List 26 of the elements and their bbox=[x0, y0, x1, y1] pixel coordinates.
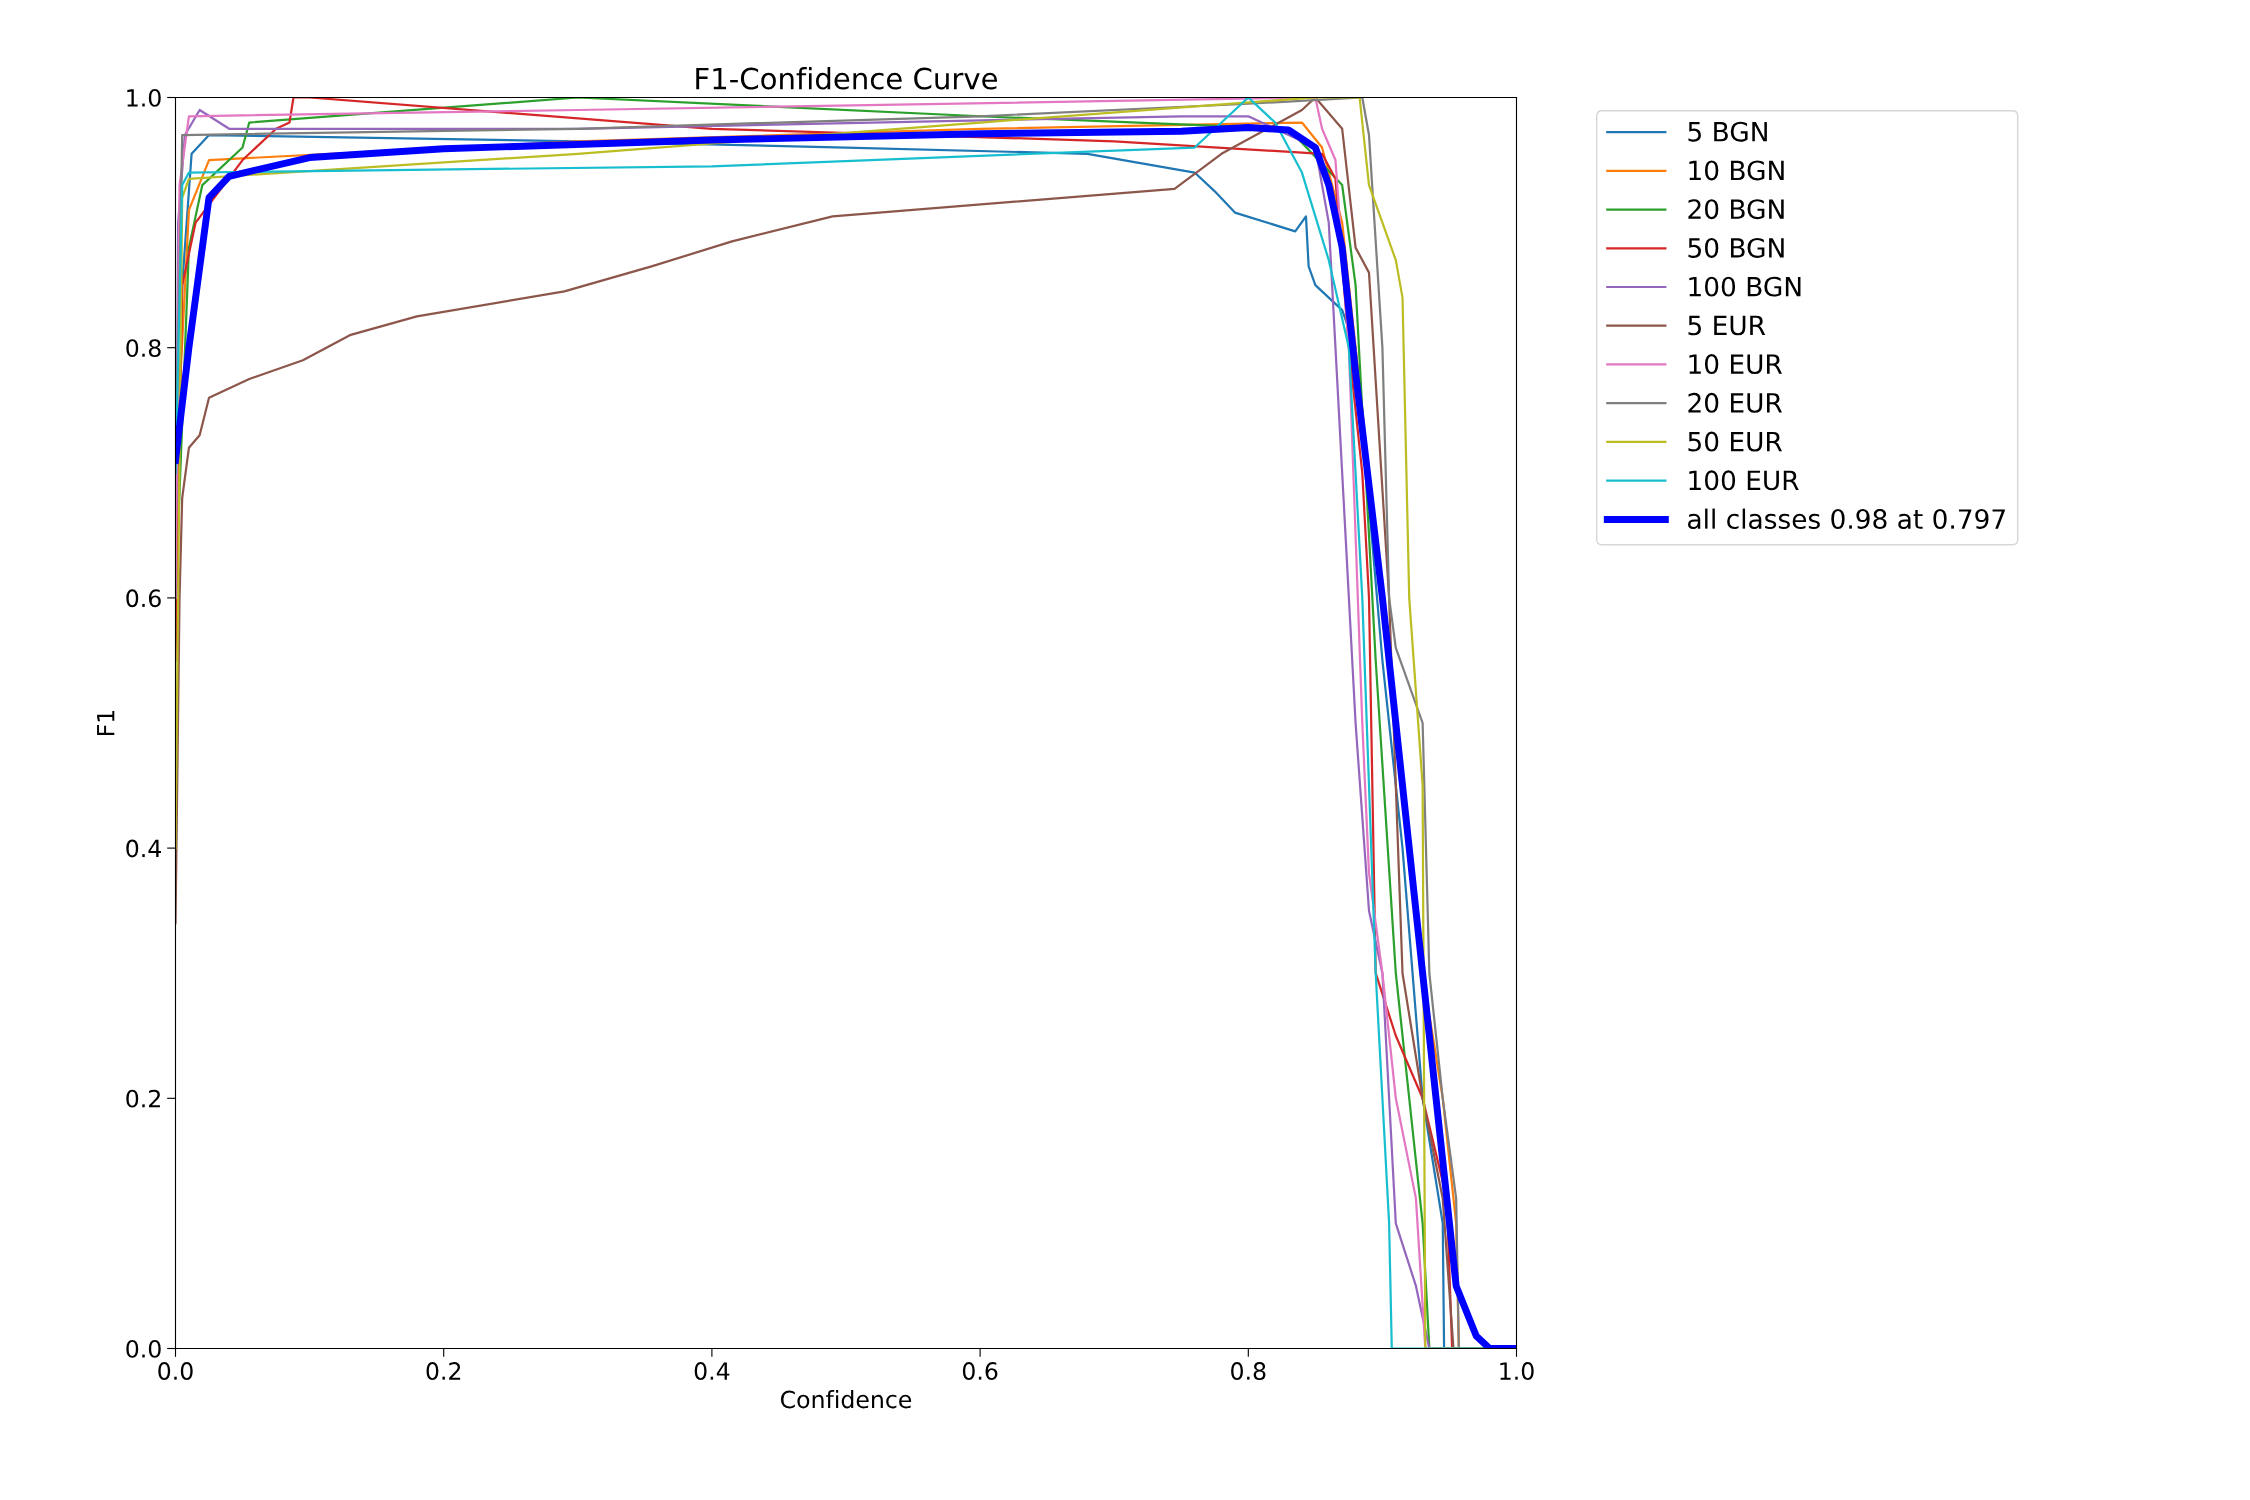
chart-title: F1-Confidence Curve bbox=[696, 67, 998, 90]
y-tick-label: 0.0 bbox=[126, 1339, 161, 1358]
y-tick-label: 0.8 bbox=[126, 339, 161, 358]
x-tick-label: 0.8 bbox=[1231, 1362, 1266, 1380]
legend-label: 20 BGN bbox=[1688, 199, 1784, 220]
x-tick-label: 0.6 bbox=[962, 1362, 998, 1380]
x-tick-label: 0.2 bbox=[426, 1362, 461, 1380]
y-tick-label: 0.2 bbox=[126, 1089, 160, 1108]
legend-label: 20 EUR bbox=[1688, 392, 1782, 413]
legend-label: 10 EUR bbox=[1689, 354, 1782, 375]
x-tick-label: 1.0 bbox=[1500, 1362, 1534, 1380]
y-axis-title: F1 bbox=[97, 710, 115, 735]
legend-label: 5 EUR bbox=[1688, 315, 1766, 336]
legend-label: all classes 0.98 at 0.797 bbox=[1688, 508, 2005, 530]
x-tick-label: 0.4 bbox=[694, 1362, 730, 1380]
legend-label: 100 EUR bbox=[1689, 470, 1799, 491]
legend-label: 10 BGN bbox=[1689, 160, 1784, 181]
y-tick-label: 0.6 bbox=[126, 589, 161, 608]
legend-label: 50 EUR bbox=[1688, 431, 1782, 452]
legend-label: 50 BGN bbox=[1688, 237, 1784, 258]
legend-label: 5 BGN bbox=[1688, 121, 1767, 142]
y-tick-label: 0.4 bbox=[126, 839, 161, 858]
x-tick-label: 0.0 bbox=[158, 1362, 193, 1380]
y-tick-label: 1.0 bbox=[127, 88, 161, 107]
x-axis-title: Confidence bbox=[780, 1390, 912, 1409]
legend-label: 100 BGN bbox=[1689, 276, 1801, 297]
